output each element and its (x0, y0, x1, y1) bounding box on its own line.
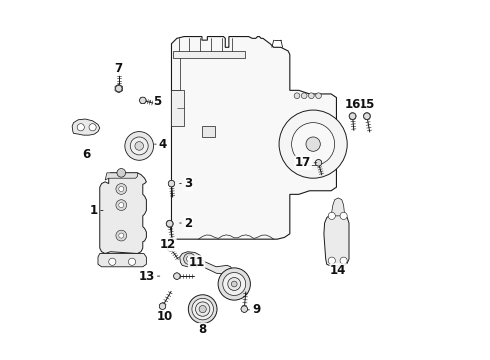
Circle shape (116, 184, 126, 194)
Text: 12: 12 (160, 238, 176, 251)
Polygon shape (331, 198, 344, 216)
Text: 11: 11 (189, 256, 205, 269)
Circle shape (364, 113, 370, 120)
Circle shape (315, 159, 322, 166)
Polygon shape (180, 252, 201, 267)
Circle shape (192, 298, 214, 320)
Circle shape (117, 168, 125, 177)
Circle shape (241, 306, 247, 312)
Circle shape (168, 180, 175, 187)
Circle shape (328, 257, 335, 264)
Text: 14: 14 (330, 264, 346, 277)
Text: 4: 4 (159, 138, 167, 150)
Polygon shape (100, 173, 147, 253)
Polygon shape (193, 258, 232, 274)
Text: 9: 9 (252, 303, 260, 316)
Text: 2: 2 (184, 216, 192, 230)
Circle shape (119, 203, 124, 208)
Circle shape (173, 273, 180, 279)
Circle shape (159, 303, 166, 310)
Circle shape (167, 221, 173, 227)
Text: 5: 5 (153, 95, 162, 108)
Polygon shape (172, 90, 184, 126)
Circle shape (109, 258, 116, 265)
Circle shape (116, 200, 126, 211)
Circle shape (128, 258, 136, 265)
Circle shape (316, 93, 321, 99)
Circle shape (187, 256, 192, 262)
Circle shape (89, 124, 96, 131)
Polygon shape (105, 173, 137, 180)
Circle shape (328, 212, 335, 220)
Polygon shape (115, 84, 122, 93)
Text: 6: 6 (82, 148, 91, 161)
Text: 3: 3 (184, 177, 192, 190)
Circle shape (140, 97, 146, 104)
Circle shape (309, 93, 314, 99)
Text: 15: 15 (359, 98, 375, 111)
Text: 10: 10 (156, 310, 172, 324)
Circle shape (315, 159, 322, 166)
Circle shape (364, 113, 370, 120)
Circle shape (130, 137, 148, 155)
Polygon shape (72, 119, 100, 135)
Circle shape (184, 253, 195, 265)
Circle shape (166, 220, 173, 227)
Circle shape (231, 281, 237, 287)
Circle shape (340, 212, 347, 220)
Polygon shape (173, 51, 245, 58)
Circle shape (241, 306, 247, 312)
Text: 17: 17 (295, 156, 311, 169)
Text: 13: 13 (138, 270, 155, 283)
Circle shape (159, 303, 166, 310)
Text: 8: 8 (198, 323, 207, 336)
Polygon shape (172, 37, 337, 239)
Circle shape (199, 306, 206, 313)
Polygon shape (98, 253, 147, 267)
Circle shape (119, 186, 124, 192)
Polygon shape (139, 97, 147, 103)
Circle shape (116, 230, 126, 241)
Circle shape (77, 124, 84, 131)
Circle shape (188, 295, 217, 323)
Circle shape (167, 245, 173, 251)
Circle shape (349, 113, 356, 120)
Circle shape (340, 257, 347, 264)
Circle shape (168, 245, 173, 251)
Circle shape (119, 233, 124, 238)
Circle shape (135, 141, 144, 150)
Circle shape (125, 132, 153, 160)
Circle shape (306, 137, 320, 151)
Circle shape (292, 123, 335, 166)
Circle shape (196, 302, 210, 316)
Polygon shape (202, 126, 215, 137)
Polygon shape (324, 213, 349, 266)
Circle shape (218, 268, 250, 300)
Circle shape (279, 110, 347, 178)
Circle shape (116, 85, 122, 92)
Text: 7: 7 (115, 62, 123, 75)
Circle shape (228, 278, 241, 291)
Circle shape (223, 273, 245, 296)
Circle shape (173, 273, 180, 279)
Circle shape (294, 93, 300, 99)
Text: 16: 16 (344, 98, 361, 111)
Text: 1: 1 (90, 204, 98, 217)
Circle shape (301, 93, 307, 99)
Circle shape (168, 180, 175, 187)
Circle shape (349, 113, 356, 120)
